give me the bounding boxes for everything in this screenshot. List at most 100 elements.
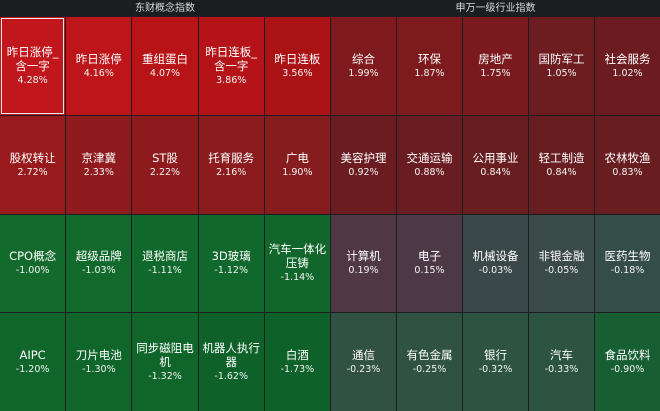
- industry-tile-name: 环保: [418, 51, 441, 66]
- industry-tile-change: -0.03%: [478, 265, 513, 277]
- concept-tile-name: AIPC: [19, 348, 46, 363]
- industry-tile[interactable]: 计算机 0.19%: [331, 214, 396, 313]
- concept-tile-name: 重组蛋白: [141, 51, 188, 66]
- industry-tile-name: 医药生物: [604, 249, 651, 264]
- industry-tile[interactable]: 综合 1.99%: [331, 17, 396, 115]
- concept-tile-change: -1.12%: [214, 265, 248, 277]
- concept-tile[interactable]: 昨日涨停 4.16%: [66, 17, 132, 115]
- concept-tile-change: -1.00%: [15, 265, 50, 277]
- concept-tile[interactable]: 超级品牌 -1.03%: [66, 214, 132, 313]
- concept-tile-change: 4.16%: [83, 67, 114, 79]
- industry-tile[interactable]: 通信 -0.23%: [331, 313, 396, 411]
- concept-tile[interactable]: 汽车一体化压铸 -1.14%: [264, 214, 330, 313]
- concept-tile[interactable]: 重组蛋白 4.07%: [132, 17, 198, 115]
- concept-tile[interactable]: 昨日连板_含一字 3.86%: [198, 17, 264, 115]
- industry-tile-name: 通信: [352, 348, 375, 363]
- concept-tile[interactable]: 昨日涨停_含一字 4.28%: [0, 17, 66, 115]
- industry-tile-name: 银行: [484, 348, 507, 363]
- concept-tile-change: -1.11%: [148, 265, 182, 277]
- concept-tile-name: 超级品牌: [75, 249, 122, 264]
- concept-tile-change: 2.22%: [149, 166, 181, 178]
- industry-tile[interactable]: 医药生物 -0.18%: [595, 214, 660, 313]
- concept-tile[interactable]: 同步磁阻电机 -1.32%: [132, 313, 198, 411]
- industry-tile[interactable]: 交通运输 0.88%: [397, 115, 462, 214]
- industry-tile-name: 非银金融: [538, 249, 585, 264]
- concept-tile-change: 2.33%: [83, 166, 114, 178]
- industry-index-panel: 申万一级行业指数 综合 1.99% 环保 1.87% 房地产 1.75% 国防军工 1.05%…: [331, 0, 660, 411]
- industry-tile-name: 机械设备: [472, 249, 519, 264]
- concept-tile[interactable]: 昨日连板 3.56%: [264, 17, 330, 115]
- concept-tile[interactable]: CPO概念 -1.00%: [0, 214, 66, 313]
- industry-tile-change: 0.84%: [480, 166, 511, 178]
- industry-tile-change: -0.32%: [478, 364, 513, 376]
- industry-tile-change: 0.92%: [348, 166, 379, 178]
- concept-tile-name: 机器人执行器: [202, 341, 260, 370]
- concept-tile-name: 托育服务: [208, 150, 255, 165]
- concept-tile-name: 刀片电池: [75, 348, 122, 363]
- industry-tile-change: 0.83%: [612, 166, 643, 178]
- industry-tile[interactable]: 农林牧渔 0.83%: [595, 115, 660, 214]
- industry-tile-change: 1.75%: [480, 67, 511, 79]
- industry-tile[interactable]: 非银金融 -0.05%: [529, 214, 594, 313]
- concept-tile[interactable]: 机器人执行器 -1.62%: [198, 313, 264, 411]
- concept-tile-change: 3.86%: [216, 74, 247, 86]
- industry-tile-name: 国防军工: [538, 51, 585, 66]
- industry-tile-change: -0.25%: [412, 364, 447, 376]
- industry-tile[interactable]: 环保 1.87%: [397, 17, 462, 115]
- concept-tile-name: 股权转让: [9, 150, 56, 165]
- concept-tile-change: 2.72%: [17, 166, 48, 178]
- industry-tile-change: 1.87%: [414, 67, 445, 79]
- concept-tile-name: 同步磁阻电机: [136, 341, 194, 370]
- concept-tile[interactable]: 退税商店 -1.11%: [132, 214, 198, 313]
- concept-tile[interactable]: 广电 1.90%: [264, 115, 330, 214]
- concept-tile-change: 2.16%: [216, 166, 247, 178]
- industry-tile-name: 有色金属: [406, 348, 453, 363]
- industry-tile-name: 公用事业: [472, 150, 519, 165]
- industry-tile[interactable]: 有色金属 -0.25%: [397, 313, 462, 411]
- concept-tile-name: 白酒: [285, 348, 309, 363]
- industry-tile-grid: 综合 1.99% 环保 1.87% 房地产 1.75% 国防军工 1.05% 社会服务 1.02%…: [331, 17, 660, 411]
- industry-tile-change: 0.84%: [546, 166, 577, 178]
- concept-tile[interactable]: 刀片电池 -1.30%: [66, 313, 132, 411]
- concept-tile-name: 昨日涨停: [75, 51, 122, 66]
- concept-tile-change: -1.62%: [214, 371, 248, 383]
- concept-tile-change: -1.20%: [15, 364, 50, 376]
- concept-tile[interactable]: 白酒 -1.73%: [264, 313, 330, 411]
- concept-tile[interactable]: AIPC -1.20%: [0, 313, 66, 411]
- concept-tile-change: -1.73%: [280, 364, 315, 376]
- industry-tile-change: -0.23%: [346, 364, 381, 376]
- concept-tile-change: 4.28%: [17, 74, 48, 86]
- industry-tile[interactable]: 银行 -0.32%: [463, 313, 528, 411]
- industry-tile[interactable]: 机械设备 -0.03%: [463, 214, 528, 313]
- industry-tile-name: 房地产: [478, 51, 513, 66]
- industry-tile-name: 农林牧渔: [604, 150, 651, 165]
- industry-tile[interactable]: 房地产 1.75%: [463, 17, 528, 115]
- concept-tile[interactable]: 京津冀 2.33%: [66, 115, 132, 214]
- concept-tile[interactable]: 股权转让 2.72%: [0, 115, 66, 214]
- industry-tile[interactable]: 食品饮料 -0.90%: [595, 313, 660, 411]
- industry-tile-change: -0.05%: [544, 265, 579, 277]
- industry-tile[interactable]: 国防军工 1.05%: [529, 17, 594, 115]
- industry-tile-change: 0.19%: [348, 265, 379, 277]
- concept-tile[interactable]: 3D玻璃 -1.12%: [198, 214, 264, 313]
- industry-tile-name: 电子: [418, 249, 441, 264]
- industry-tile-change: 0.88%: [414, 166, 445, 178]
- industry-tile[interactable]: 公用事业 0.84%: [463, 115, 528, 214]
- industry-tile[interactable]: 汽车 -0.33%: [529, 313, 594, 411]
- industry-tile[interactable]: 电子 0.15%: [397, 214, 462, 313]
- industry-tile[interactable]: 美容护理 0.92%: [331, 115, 396, 214]
- industry-tile-change: 1.02%: [612, 67, 643, 79]
- concept-tile[interactable]: ST股 2.22%: [132, 115, 198, 214]
- industry-tile-name: 食品饮料: [604, 348, 651, 363]
- industry-tile-change: 1.05%: [546, 67, 577, 79]
- concept-tile[interactable]: 托育服务 2.16%: [198, 115, 264, 214]
- industry-tile-name: 社会服务: [604, 51, 651, 66]
- concept-tile-name: 京津冀: [81, 150, 117, 165]
- industry-tile-name: 计算机: [346, 249, 381, 264]
- industry-tile[interactable]: 轻工制造 0.84%: [529, 115, 594, 214]
- concept-tile-name: 退税商店: [141, 249, 188, 264]
- concept-index-panel: 东财概念指数 昨日涨停_含一字 4.28% 昨日涨停 4.16% 重组蛋白 4.07% 昨日…: [0, 3, 330, 411]
- industry-tile[interactable]: 社会服务 1.02%: [595, 17, 660, 115]
- concept-tile-change: 3.56%: [282, 67, 313, 79]
